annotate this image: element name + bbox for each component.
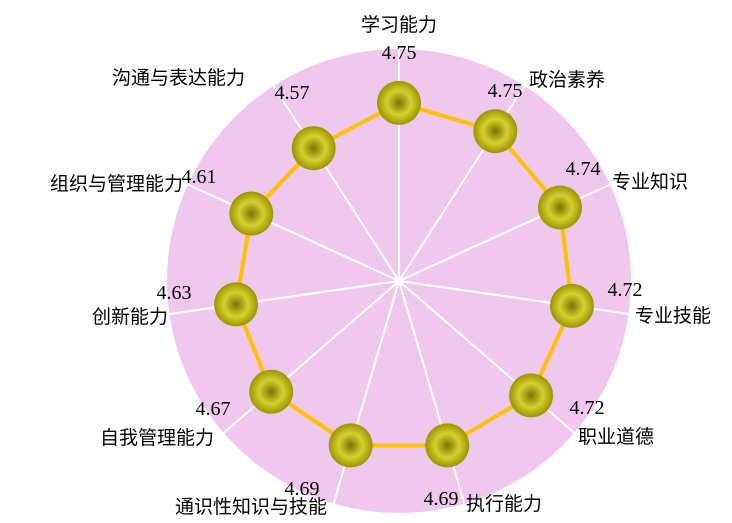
- value-label: 4.63: [157, 282, 192, 304]
- value-label: 4.72: [570, 397, 605, 419]
- spoke: [169, 280, 400, 316]
- data-marker: [214, 282, 259, 327]
- category-label: 自我管理能力: [100, 427, 214, 449]
- category-label: 政治素养: [529, 69, 605, 91]
- value-label: 4.75: [488, 80, 523, 102]
- data-marker: [509, 373, 554, 418]
- category-label: 职业道德: [578, 426, 654, 448]
- value-label: 4.69: [285, 478, 320, 500]
- data-marker: [425, 423, 470, 468]
- category-label: 学习能力: [361, 14, 437, 36]
- category-label: 沟通与表达能力: [112, 67, 245, 89]
- spoke: [187, 183, 400, 282]
- data-marker: [538, 185, 583, 230]
- value-label: 4.69: [424, 488, 459, 510]
- value-label: 4.74: [566, 158, 601, 180]
- data-marker: [291, 126, 336, 171]
- category-label: 执行能力: [466, 493, 542, 515]
- value-label: 4.67: [196, 398, 231, 420]
- data-marker: [549, 283, 594, 328]
- category-label: 专业技能: [635, 305, 711, 327]
- category-label: 通识性知识与技能: [175, 496, 327, 518]
- category-label: 组织与管理能力: [50, 173, 183, 195]
- value-labels: 4.75 4.75 4.74 4.72 4.72 4.69 4.69 4.67 4.63 4.61…: [157, 42, 643, 510]
- data-marker: [328, 423, 373, 468]
- data-marker: [229, 191, 274, 236]
- data-marker: [377, 80, 421, 125]
- category-label: 专业知识: [612, 171, 688, 193]
- data-markers: [214, 80, 594, 468]
- value-label: 4.75: [382, 42, 417, 64]
- data-marker: [249, 369, 294, 414]
- value-label: 4.72: [608, 279, 643, 301]
- data-marker: [473, 109, 518, 154]
- spoke: [272, 85, 400, 282]
- spoke: [223, 280, 400, 434]
- value-label: 4.57: [275, 82, 310, 104]
- category-label: 创新能力: [92, 306, 168, 328]
- value-label: 4.61: [182, 166, 217, 188]
